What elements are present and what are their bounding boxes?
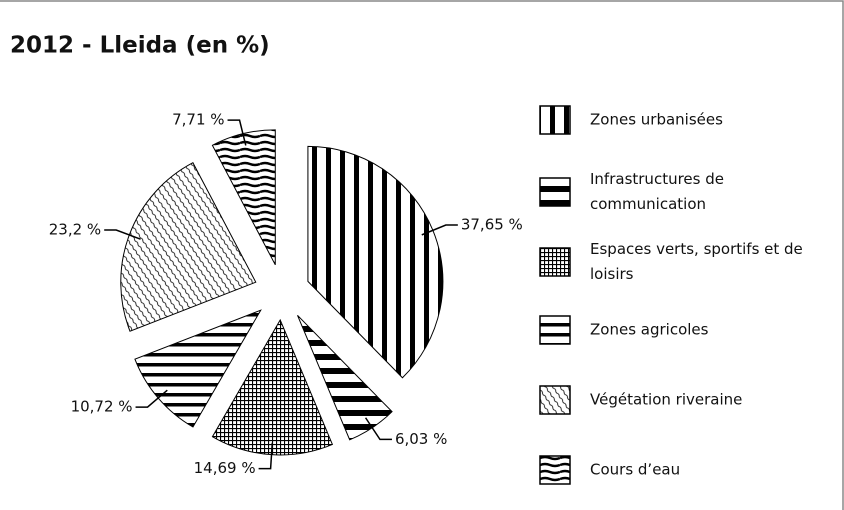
legend-swatch bbox=[539, 455, 571, 485]
data-label: 6,03 % bbox=[395, 430, 447, 448]
legend-swatch bbox=[539, 315, 571, 345]
leader-line bbox=[104, 229, 141, 240]
legend-swatch bbox=[539, 177, 571, 207]
legend-label: Espaces verts, sportifs et de loisirs bbox=[590, 240, 803, 283]
legend-label: Végétation riveraine bbox=[590, 390, 743, 409]
data-label: 14,69 % bbox=[194, 459, 256, 477]
legend-swatch bbox=[539, 247, 571, 277]
legend-label: Zones agricoles bbox=[590, 320, 709, 339]
pie-slice bbox=[307, 145, 444, 379]
leader-line bbox=[421, 224, 458, 236]
leader-line bbox=[258, 442, 274, 470]
legend-swatch bbox=[539, 105, 571, 135]
legend-label: Zones urbanisées bbox=[590, 110, 723, 129]
data-label: 37,65 % bbox=[461, 216, 523, 234]
data-label: 23,2 % bbox=[49, 221, 101, 239]
data-label: 10,72 % bbox=[71, 398, 133, 416]
chart-title: 2012 - Lleida (en %) bbox=[10, 33, 270, 59]
leader-line bbox=[135, 389, 168, 408]
leader-line bbox=[227, 119, 247, 146]
legend-label: Cours d’eau bbox=[590, 460, 681, 479]
legend-label: Infrastructures de communication bbox=[590, 170, 724, 213]
legend-swatch bbox=[539, 385, 571, 415]
leader-line bbox=[364, 417, 392, 441]
data-label: 7,71 % bbox=[172, 111, 224, 129]
